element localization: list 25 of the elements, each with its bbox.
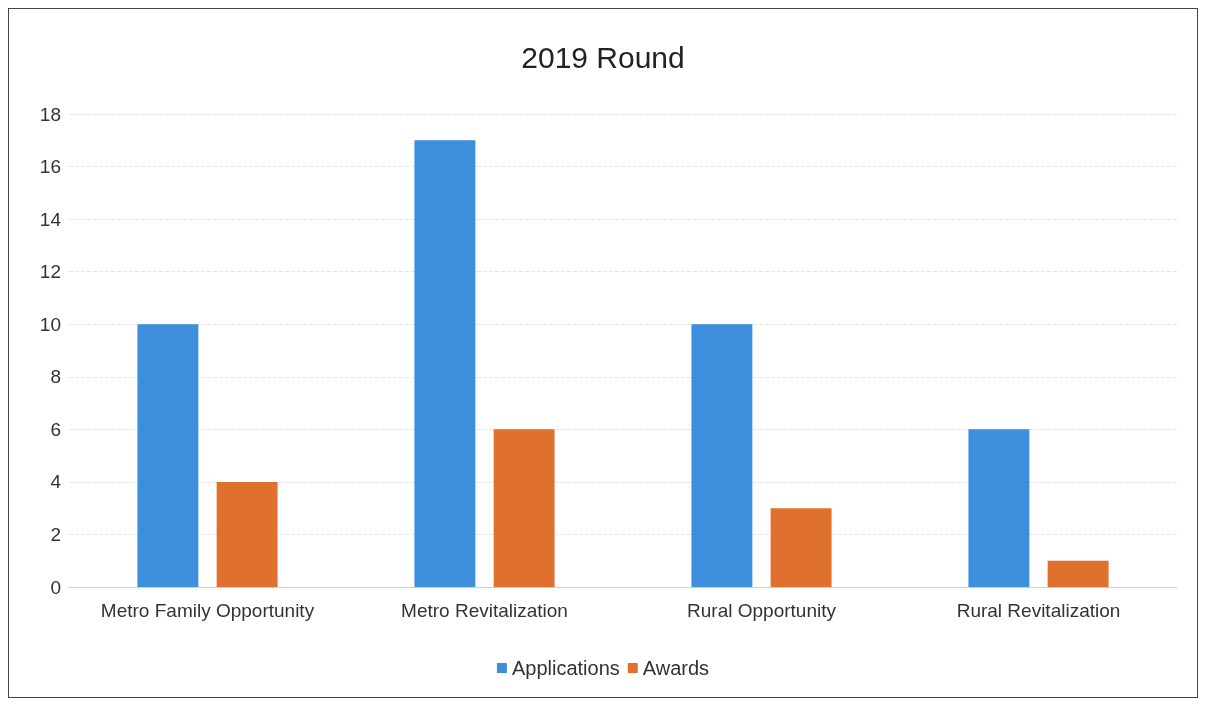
y-tick-label: 14 [39,208,62,230]
y-tick-label: 6 [50,418,61,440]
y-tick-label: 10 [39,313,61,335]
bar [1047,560,1109,587]
y-tick-label: 2 [50,523,61,545]
bar [137,324,199,587]
y-tick-label: 8 [50,366,61,388]
y-tick-label: 12 [39,261,61,283]
y-tick-label: 16 [39,156,61,178]
y-tick-label: 18 [39,103,61,125]
x-tick-label: Rural Opportunity [687,600,837,621]
bar [216,481,278,587]
x-tick-label: Metro Family Opportunity [100,600,315,621]
bar [691,324,753,587]
bar [493,429,555,587]
bar [414,140,476,587]
x-tick-label: Rural Revitalization [956,600,1121,621]
y-tick-label: 4 [50,471,62,493]
chart-title: 2019 Round [521,40,685,74]
bar [770,508,832,587]
legend-label: Awards [642,657,710,679]
x-tick-label: Metro Revitalization [401,600,568,621]
legend-label: Applications [511,657,620,679]
bar [968,429,1030,587]
y-tick-label: 0 [50,576,61,598]
